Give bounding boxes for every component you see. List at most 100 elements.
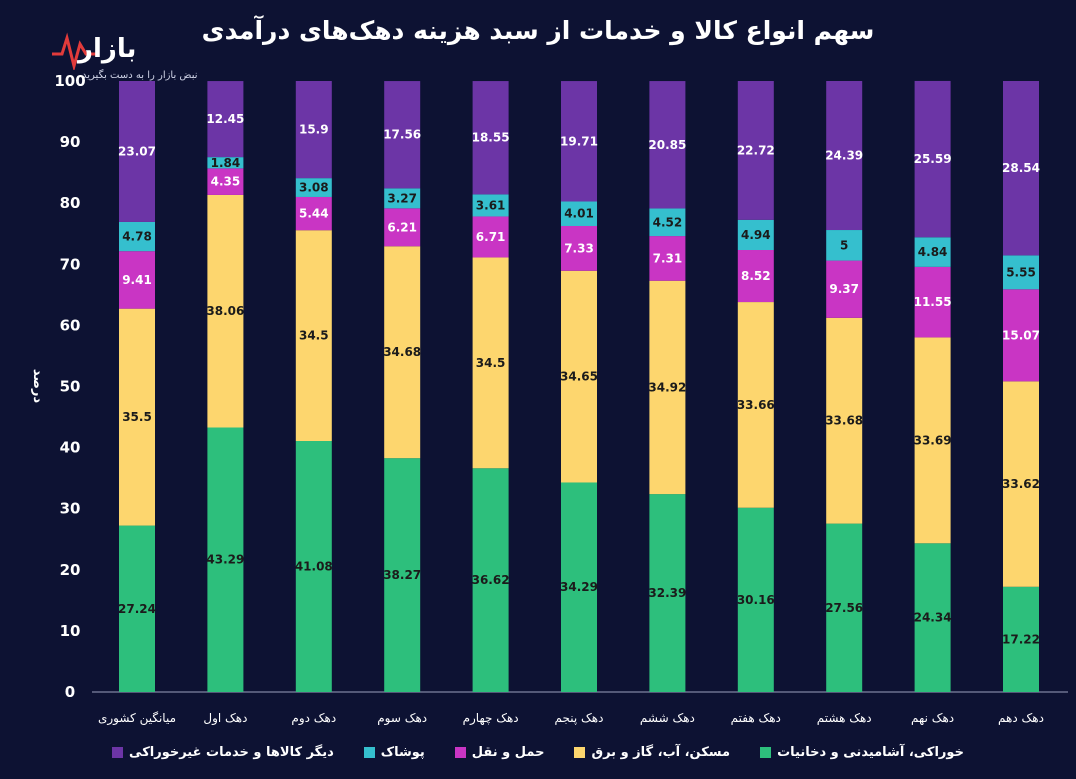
x-tick-label: میانگین کشوری [98,711,176,726]
data-label: 34.5 [299,329,329,343]
data-label: 34.5 [476,356,506,370]
data-label: 20.85 [648,138,686,152]
y-axis: 0 10 20 30 40 50 60 70 80 90 100 [54,72,85,701]
bar-segment [295,230,332,442]
legend-item: خوراکی، آشامیدنی و دخانیات [760,745,964,760]
data-label: 4.52 [653,215,683,229]
bar-segment [561,482,597,692]
data-label: 9.41 [122,273,152,287]
bar-segment [737,302,774,508]
data-label: 24.39 [825,149,863,163]
data-label: 28.54 [1002,161,1040,175]
bar-segment [649,280,686,495]
bar-segment [384,188,421,209]
bar-segment [737,250,774,303]
y-tick-label: 30 [60,500,81,518]
bar-segment [384,246,421,459]
bar-segment [119,81,155,222]
bar-segment [737,219,774,251]
data-label: 12.45 [206,112,244,126]
data-label: 34.92 [648,380,686,394]
bar-segment [737,81,774,220]
data-label: 33.68 [825,414,863,428]
chart-title: سهم انواع کالا و خدمات از سبد هزینه دهک‌… [201,16,875,45]
data-label: 6.21 [387,220,417,234]
data-label: 5.44 [299,207,329,221]
logo-word: بازار [78,34,137,64]
bar-segment [295,81,332,179]
x-tick-label: دهک پنجم [555,711,604,725]
bar-segment [914,80,951,238]
bar-segment [649,494,686,692]
bar-segment [119,251,155,309]
bar-segment [649,81,686,209]
data-label: 17.56 [383,128,421,142]
data-label: 8.52 [741,269,771,283]
bar-segment [384,208,421,247]
data-label: 27.24 [118,602,156,616]
bar-segment [914,543,951,692]
bar-segment [207,81,244,158]
legend: خوراکی، آشامیدنی و دخانیات مسکن، آب، گاز … [0,745,1076,760]
bar-segment [649,236,686,281]
bar-segment [384,81,421,189]
data-label: 19.71 [560,134,598,148]
bar-segment [561,270,597,483]
data-label: 35.5 [122,410,152,424]
bar-segment [914,337,951,544]
bar-segment [826,317,863,524]
legend-swatch [760,747,772,758]
data-label: 38.06 [206,304,244,318]
bar-segment [826,260,863,318]
data-label: 18.55 [472,131,510,145]
data-label: 15.07 [1002,328,1040,342]
bar-segment [826,230,863,261]
bar-segment [207,157,244,169]
bar-segment [295,196,332,231]
y-tick-label: 50 [60,378,81,396]
bar-segment [295,178,332,197]
bar-segment [826,81,863,231]
data-label: 34.65 [560,370,598,384]
data-label: 4.01 [564,207,594,221]
data-label: 4.78 [122,230,152,244]
legend-swatch [363,747,375,758]
data-label: 4.84 [918,245,948,259]
y-tick-label: 80 [60,194,81,212]
y-tick-label: 60 [60,316,81,334]
bar-segment [472,194,509,217]
legend-item: پوشاک [363,745,425,760]
bar-segment [649,208,686,237]
bar-segment [472,81,509,195]
y-tick-label: 100 [54,72,85,90]
legend-swatch [112,747,124,758]
bar-segment [472,216,509,258]
legend-item: دیگر کالاها و خدمات غیرخوراکی [112,745,334,760]
bar-segment [1003,81,1039,256]
y-tick-label: 10 [60,622,81,640]
bar-segment [1003,586,1039,692]
data-label: 36.62 [472,573,510,587]
data-label: 25.59 [914,152,952,166]
data-label: 6.71 [476,230,506,244]
legend-item: حمل و نقل [454,745,544,760]
y-tick-label: 70 [60,255,81,273]
data-label: 38.27 [383,568,421,582]
data-label: 33.66 [737,398,775,412]
data-label: 17.22 [1002,632,1040,646]
bar-segment [561,81,597,202]
bar-segment [914,237,951,267]
bar-segment [737,507,774,692]
bar-segment [472,257,509,469]
x-tick-label: دهک دوم [291,711,336,726]
bars: 27.24 35.5 9.41 4.78 23.07 43.29 38.06 4.35 1.84… [118,80,1040,692]
data-label: 1.84 [211,156,241,170]
stacked-bar-chart: 0 10 20 30 40 50 60 70 80 90 100 27.24 35.5 9.41 4.78… [30,72,1068,726]
data-label: 23.07 [118,144,156,158]
data-label: 22.72 [737,143,775,157]
data-label: 43.29 [206,553,244,567]
bar-segment [561,225,597,271]
data-label: 3.61 [476,198,506,212]
x-axis-categories: میانگین کشوری دهک اول دهک دوم دهک سوم دهک چه… [98,711,1044,726]
x-tick-label: دهک نهم [911,711,954,725]
